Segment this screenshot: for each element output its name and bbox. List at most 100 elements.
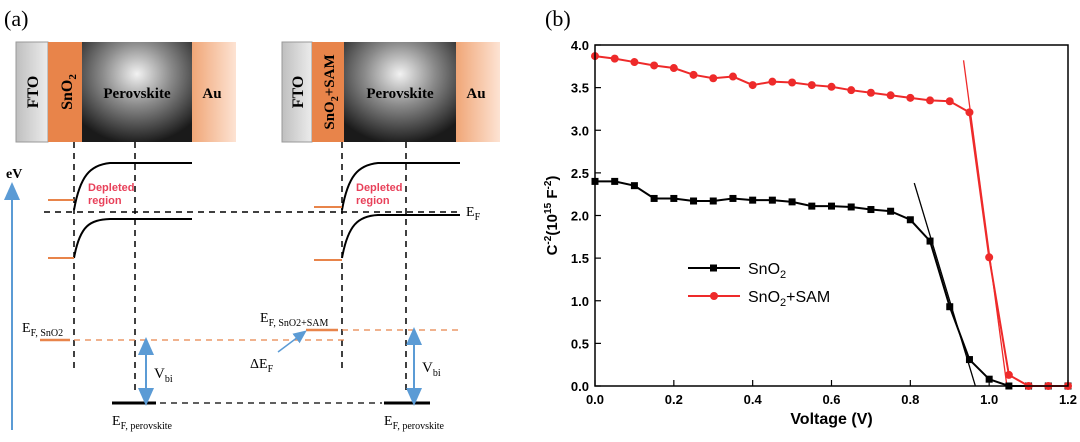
series-0-point-6 — [709, 197, 717, 205]
legend-label-1: SnO2+SAM — [748, 289, 830, 309]
fto-label-1: FTO — [25, 76, 42, 109]
band-diagram-panel: (a) FTO SnO2 Perovskite Au FTO SnO2+SAM … — [0, 0, 540, 437]
series-0-point-15 — [887, 207, 895, 215]
y-tick-label-6: 3.0 — [571, 123, 589, 138]
series-0-point-1 — [611, 177, 619, 185]
legend-marker-1 — [710, 292, 718, 300]
legend-label-0: SnO2 — [748, 261, 786, 281]
au-label-2: Au — [466, 86, 485, 102]
conduction-band-2 — [341, 162, 460, 211]
ev-label: eV — [6, 167, 22, 182]
y-tick-label-7: 3.5 — [571, 81, 589, 96]
ef-label: EF — [466, 205, 481, 223]
series-1-point-11 — [807, 81, 816, 90]
perovskite-layer-2 — [344, 42, 456, 142]
series-1-point-10 — [788, 78, 797, 87]
vbi-label-2: Vbi — [422, 360, 441, 379]
y-axis-label: C-2(1015 F-2) — [543, 176, 561, 256]
perovskite-label-1: Perovskite — [103, 86, 171, 102]
series-0-point-11 — [808, 202, 816, 210]
ef-sno2-label: EF, SnO2 — [22, 321, 63, 339]
perovskite-label-2: Perovskite — [366, 86, 434, 102]
series-1-point-3 — [650, 61, 659, 70]
panel-b-label: (b) — [545, 6, 571, 31]
au-layer-1 — [192, 42, 236, 142]
ef-perovskite-label-2: EF, perovskite — [384, 414, 445, 432]
band-diagram: (a) FTO SnO2 Perovskite Au FTO SnO2+SAM … — [4, 6, 500, 432]
series-1-point-5 — [689, 70, 698, 79]
plot-frame — [594, 44, 1069, 387]
depleted-region-label-1: Depleted region — [88, 182, 134, 207]
au-layer-2 — [456, 42, 500, 142]
sno2-sam-layer-2 — [312, 42, 344, 142]
delta-ef-label: ΔEF — [250, 357, 274, 375]
series-0-point-16 — [906, 216, 914, 224]
series-1-point-15 — [886, 91, 895, 100]
x-tick-label-5: 1.0 — [980, 392, 998, 407]
y-tick-label-2: 1.0 — [571, 294, 589, 309]
series-1-point-21 — [1004, 370, 1013, 379]
x-tick-label-2: 0.4 — [744, 392, 763, 407]
series-1-point-6 — [709, 74, 718, 83]
series-1-point-18 — [945, 97, 954, 106]
series-0-point-2 — [630, 182, 638, 190]
x-axis-label: Voltage (V) — [790, 411, 872, 428]
mott-schottky-chart: (b) 0.0 0.2 0.4 0.6 0.8 1.0 1.2 0.0 0.5 1.0 1.5 2.0… — [543, 6, 1077, 428]
series-0-point-18 — [946, 303, 954, 311]
series-0-point-10 — [788, 198, 796, 206]
sno2-label-1: SnO2 — [59, 74, 79, 110]
series-0-point-8 — [749, 196, 757, 204]
series-1-point-17 — [926, 96, 935, 105]
y-tick-label-4: 2.0 — [571, 209, 589, 224]
ef-perovskite-label-1: EF, perovskite — [112, 414, 173, 432]
series-0-point-20 — [985, 375, 993, 383]
x-tick-label-6: 1.2 — [1059, 392, 1077, 407]
device-stack-2: FTO SnO2+SAM Perovskite Au — [281, 41, 500, 143]
series-0-point-9 — [768, 196, 776, 204]
y-tick-label-5: 2.5 — [571, 166, 589, 181]
delta-ef-arrow — [277, 330, 307, 353]
series-0-point-17 — [926, 237, 934, 245]
perovskite-layer-1 — [82, 42, 192, 142]
series-1-point-12 — [827, 82, 836, 91]
series-0-point-5 — [690, 197, 698, 205]
series-0-point-3 — [650, 194, 658, 202]
legend: SnO2 SnO2+SAM — [688, 261, 830, 309]
series-1-point-13 — [847, 86, 856, 95]
vbi-label-1: Vbi — [154, 366, 173, 385]
series-1-point-19 — [965, 108, 974, 117]
conduction-band-1 — [73, 162, 192, 211]
sno2-layer-1 — [48, 42, 82, 142]
fto-layer-1 — [15, 41, 49, 143]
x-tick-label-1: 0.2 — [665, 392, 683, 407]
series-line-0 — [595, 180, 1068, 387]
device-stack-1: FTO SnO2 Perovskite Au — [15, 41, 236, 143]
series-0-point-7 — [729, 194, 737, 202]
y-tick-label-3: 1.5 — [571, 251, 589, 266]
series-1-point-8 — [748, 81, 757, 90]
series-0-point-19 — [965, 356, 973, 364]
fto-label-2: FTO — [290, 76, 307, 109]
ef-sno2-sam-label: EF, SnO2+SAM — [260, 311, 329, 329]
valence-band-1 — [73, 218, 192, 259]
legend-marker-0 — [710, 264, 717, 272]
sno2-sam-label-2: SnO2+SAM — [322, 54, 341, 129]
y-tick-label-0: 0.0 — [571, 379, 589, 394]
series-1-point-9 — [768, 77, 777, 86]
series-0-point-13 — [847, 203, 855, 211]
series-0-point-4 — [670, 194, 678, 202]
series-1-point-16 — [906, 93, 915, 102]
y-tick-label-1: 0.5 — [571, 336, 589, 351]
fto-layer-2 — [281, 41, 313, 143]
y-tick-label-8: 4.0 — [571, 38, 589, 53]
panel-a-label: (a) — [4, 6, 28, 31]
series-1-point-2 — [630, 58, 639, 67]
series-1-point-1 — [610, 54, 619, 63]
mott-schottky-panel: (b) 0.0 0.2 0.4 0.6 0.8 1.0 1.2 0.0 0.5 1.0 1.5 2.0… — [540, 0, 1080, 437]
tangent-line-0 — [913, 182, 976, 387]
x-tick-label-4: 0.8 — [901, 392, 919, 407]
series-line-1 — [594, 55, 1068, 387]
series-1-point-4 — [669, 64, 678, 73]
depleted-region-label-2: Depleted region — [356, 182, 402, 207]
series-1-point-7 — [728, 72, 737, 81]
